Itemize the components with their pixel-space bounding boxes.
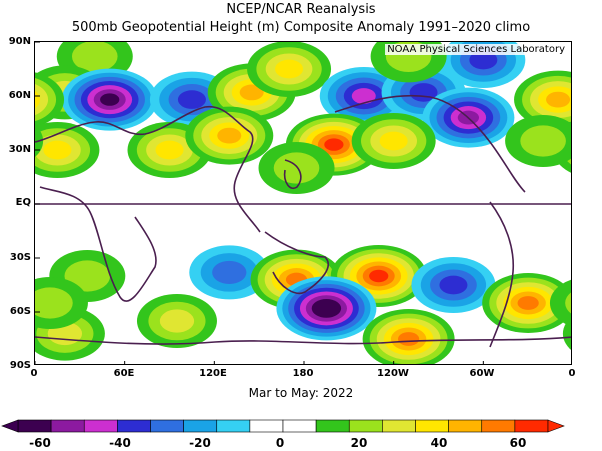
- colorbar-swatch: [415, 419, 449, 433]
- contour-level: [212, 260, 247, 284]
- coastline: [489, 201, 515, 348]
- anomaly-center: [258, 142, 335, 194]
- lon-label-120w: 120W: [377, 368, 409, 379]
- anomaly-center: [351, 113, 436, 169]
- anomaly-center: [276, 276, 377, 341]
- colorbar: [1, 419, 565, 433]
- chart-title: NCEP/NCAR Reanalysis: [226, 2, 376, 17]
- lat-label-30n: 30N: [8, 144, 31, 155]
- colorbar-swatch: [183, 419, 218, 433]
- coastline: [283, 159, 302, 189]
- colorbar-swatch: [216, 419, 251, 433]
- anomaly-center: [61, 68, 158, 131]
- colorbar-label: 60: [509, 436, 527, 450]
- colorbar-swatch: [17, 419, 52, 433]
- coastline: [35, 336, 571, 345]
- contour-level: [177, 90, 206, 109]
- contour-level: [317, 302, 336, 315]
- contour-level: [71, 42, 118, 72]
- contour-level: [239, 84, 264, 101]
- anomaly-center: [35, 70, 571, 129]
- chart-subtitle: 500mb Geopotential Height (m) Composite …: [71, 20, 531, 35]
- anomaly-center: [411, 257, 496, 313]
- contour-level: [469, 50, 498, 70]
- lon-label-0-end: 0: [568, 368, 576, 379]
- colorbar-label: -40: [109, 436, 131, 450]
- contour-level: [324, 138, 344, 151]
- contour-level: [100, 93, 120, 106]
- contour-level: [546, 91, 571, 108]
- colorbar-swatch: [448, 419, 483, 433]
- colorbar-swatch: [481, 419, 516, 433]
- period-label: Mar to May: 2022: [248, 386, 354, 400]
- contour-level: [439, 275, 468, 295]
- credit-label: NOAA Physical Sciences Laboratory: [385, 44, 567, 55]
- contour-level: [565, 292, 571, 314]
- colorbar-label: -20: [189, 436, 211, 450]
- colorbar-swatch: [83, 419, 118, 433]
- lon-label-60w: 60W: [469, 368, 495, 379]
- colorbar-label: 40: [430, 436, 448, 450]
- anomaly-center: [35, 273, 571, 333]
- contour-level: [549, 279, 571, 327]
- anomaly-center: [362, 309, 455, 364]
- colorbar-swatch: [249, 419, 284, 433]
- contour-level: [520, 125, 566, 157]
- contour-level: [159, 309, 195, 333]
- anomaly-center: [247, 42, 332, 97]
- lat-label-90s: 90S: [9, 360, 31, 371]
- contour-level: [35, 83, 49, 116]
- anomaly-center: [189, 245, 270, 300]
- contour-level: [275, 59, 304, 79]
- anomaly-center: [136, 294, 217, 348]
- lat-label-60n: 60N: [8, 90, 31, 101]
- contour-level: [43, 140, 72, 160]
- colorbar-swatch: [282, 419, 317, 433]
- lat-label-90n: 90N: [8, 36, 31, 47]
- colorbar-min-arrow: [1, 419, 19, 433]
- contour-level: [155, 140, 184, 160]
- map-panel: NOAA Physical Sciences Laboratory: [34, 41, 572, 365]
- anomaly-center: [35, 115, 571, 167]
- colorbar-swatch: [382, 419, 416, 433]
- contour-level: [35, 90, 41, 109]
- contour-level: [517, 296, 539, 310]
- contour-level: [369, 269, 389, 283]
- lon-label-180: 180: [292, 368, 314, 379]
- contour-level: [35, 287, 73, 319]
- coastline: [39, 186, 157, 302]
- lon-label-120e: 120E: [199, 368, 227, 379]
- lat-label-30s: 30S: [9, 252, 31, 263]
- colorbar-label: -60: [29, 436, 51, 450]
- colorbar-swatch: [50, 419, 85, 433]
- colorbar-swatch: [315, 419, 350, 433]
- colorbar-swatch: [514, 419, 549, 433]
- lat-label-60s: 60S: [9, 306, 31, 317]
- contour-level: [64, 260, 111, 292]
- coastline: [334, 94, 526, 193]
- colorbar-label: 0: [275, 436, 285, 450]
- contour-level: [351, 88, 376, 104]
- colorbar-swatch: [117, 419, 151, 433]
- colorbar-swatch: [348, 419, 383, 433]
- contour-level: [397, 332, 420, 346]
- lat-label-eq: EQ: [15, 197, 31, 208]
- colorbar-max-arrow: [547, 419, 565, 433]
- coastline: [264, 231, 329, 294]
- colorbar-label: 20: [350, 436, 368, 450]
- coastline: [35, 106, 261, 233]
- lon-label-60e: 60E: [113, 368, 135, 379]
- contour-level: [217, 127, 242, 144]
- colorbar-swatch: [150, 419, 184, 433]
- contour-level: [273, 152, 320, 184]
- lon-label-0: 0: [30, 368, 38, 379]
- anomaly-center: [185, 106, 274, 165]
- anomaly-center: [35, 277, 571, 329]
- contour-level: [379, 131, 408, 151]
- anomaly-map: [35, 42, 571, 364]
